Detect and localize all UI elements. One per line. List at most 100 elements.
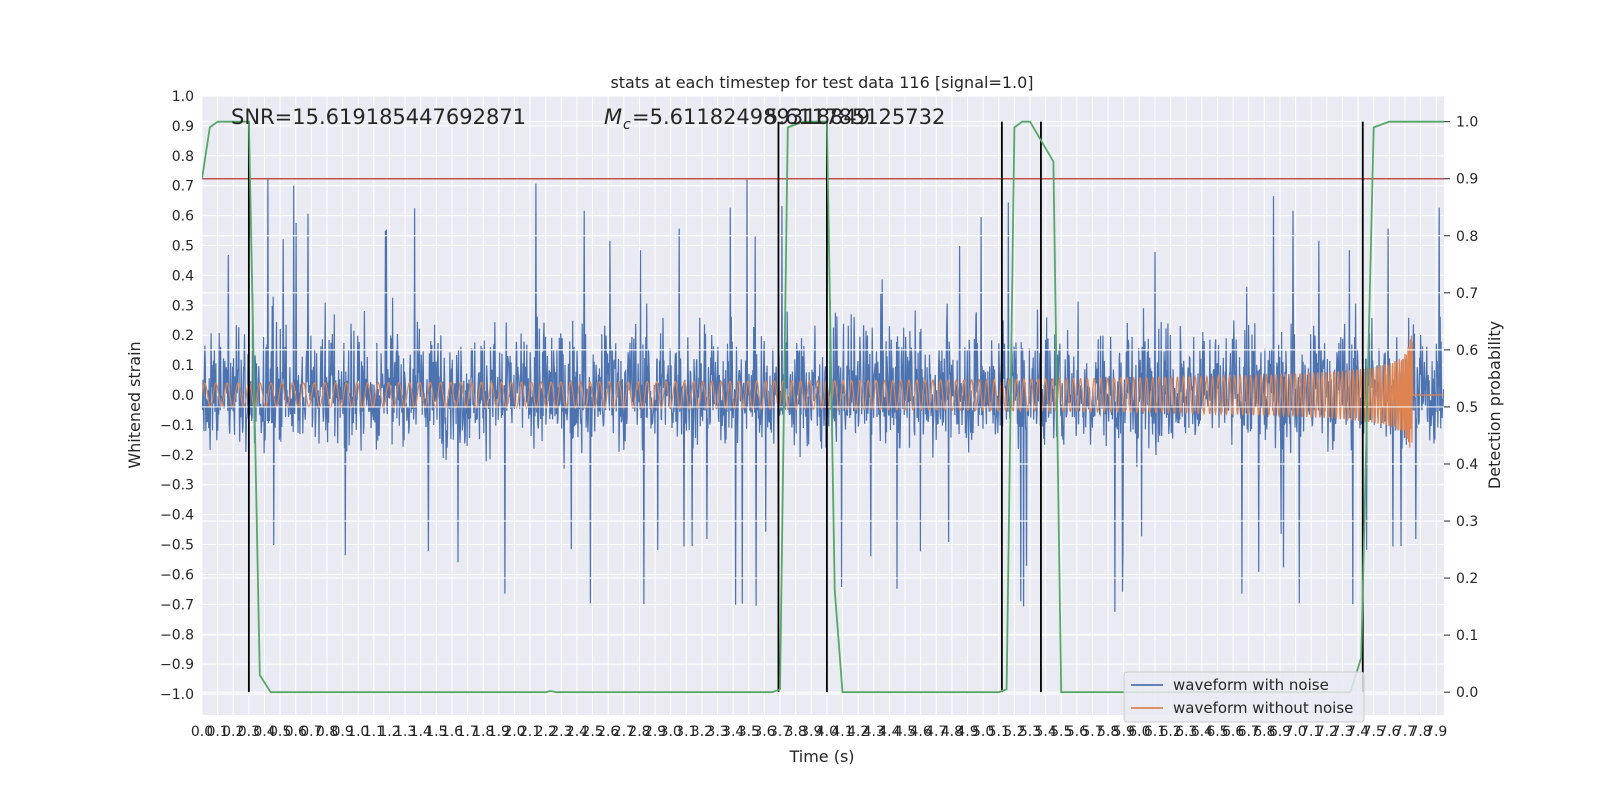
x-tick-label: 5.9 [1113,724,1135,740]
x-tick-label: 6.2 [1159,724,1181,740]
x-tick-label: 7.8 [1409,724,1431,740]
x-tick-label: 3.3 [706,724,728,740]
y-tick-label: −0.6 [160,567,194,583]
y-gridlines [202,95,1444,695]
y-tick-label: 0.5 [172,239,194,255]
y-right-tick-label: 0.4 [1456,457,1478,473]
series-waveform-without-noise [202,335,1444,448]
y-tick-label: −0.2 [160,448,194,464]
x-tick-label: 4.5 [894,724,916,740]
x-tick-label: 1.6 [441,724,463,740]
x-tick-label: 6.0 [1128,724,1150,740]
y-tick-label: 0.6 [172,209,194,225]
y-tick-label: −0.7 [160,597,194,613]
x-tick-label: 6.5 [1206,724,1228,740]
x-tick-label: 4.6 [910,724,932,740]
x-tick-label: 5.0 [972,724,994,740]
y-tick-label: 0.4 [172,268,194,284]
y-tick-label: −0.5 [160,538,194,554]
legend-box [1123,671,1365,723]
y-tick-label: 0.3 [172,298,194,314]
x-tick-label: 2.0 [503,724,525,740]
x-tick-label: 7.6 [1378,724,1400,740]
x-tick-label: 3.9 [800,724,822,740]
y-tick-label: 1.0 [172,89,194,105]
x-tick-label: 4.0 [816,724,838,740]
y-right-axis-label: Detection probability [1485,321,1504,489]
y-tick-label: −1.0 [160,687,194,703]
chart-title: stats at each timestep for test data 116… [610,73,1033,92]
x-tick-label: 5.4 [1034,724,1056,740]
x-tick-label: 7.5 [1363,724,1385,740]
x-tick-label: 3.1 [675,724,697,740]
x-tick-label: 4.3 [863,724,885,740]
x-tick-label: 1.3 [394,724,416,740]
y-tick-label: 0.0 [172,388,194,404]
mc-subscript: c [623,117,631,133]
x-tick-label: 3.2 [691,724,713,740]
y-axis-label: Whitened strain [125,341,144,468]
legend: waveform with noise waveform without noi… [1123,671,1365,723]
x-tick-label: 1.5 [425,724,447,740]
x-tick-label: 4.4 [878,724,900,740]
y-tick-label: 0.7 [172,179,194,195]
x-tick-label: 7.9 [1425,724,1447,740]
legend-label-noise: waveform with noise [1173,676,1329,694]
y-tick-label: −0.1 [160,418,194,434]
x-tick-label: 0.1 [206,724,228,740]
snr-annotation: SNR=15.619185447692871 [231,105,526,129]
x-tick-label: 1.9 [488,724,510,740]
legend-label-clean: waveform without noise [1173,699,1353,717]
mc-symbol: M [604,105,622,129]
x-tick-label: 2.8 [628,724,650,740]
y-right-tick-label: 1.0 [1456,115,1478,131]
y-tick-label: 0.2 [172,328,194,344]
x-tick-label: 4.1 [831,724,853,740]
x-tick-label: 5.5 [1050,724,1072,740]
x-tick-label: 6.1 [1144,724,1166,740]
x-tick-label: 0.0 [191,724,213,740]
x-tick-label: 6.7 [1238,724,1260,740]
y-right-tick-label: 0.5 [1456,400,1478,416]
x-tick-label: 7.4 [1347,724,1369,740]
x-tick-label: 5.7 [1081,724,1103,740]
x-tick-label: 6.3 [1175,724,1197,740]
x-tick-label: 0.8 [316,724,338,740]
x-tick-label: 3.4 [722,724,744,740]
y-right-tick-label: 0.9 [1456,172,1478,188]
x-tick-label: 3.0 [660,724,682,740]
x-tick-label: 2.2 [535,724,557,740]
y-right-tick-label: 0.3 [1456,514,1478,530]
y-tick-label: −0.8 [160,627,194,643]
x-tick-label: 0.5 [269,724,291,740]
x-tick-label: 0.2 [222,724,244,740]
x-tick-label: 2.7 [613,724,635,740]
x-tick-label: 2.6 [597,724,619,740]
y-right-tick-label: 0.8 [1456,229,1478,245]
y-tick-label: 0.1 [172,358,194,374]
x-tick-label: 2.3 [550,724,572,740]
x-tick-label: 2.9 [644,724,666,740]
x-tick-label: 1.7 [456,724,478,740]
y-tick-label: −0.3 [160,478,194,494]
x-tick-label: 2.1 [519,724,541,740]
x-tick-label: 1.8 [472,724,494,740]
x-tick-label: 1.0 [347,724,369,740]
y-right-tick-label: 0.0 [1456,685,1478,701]
x-tick-label: 3.8 [785,724,807,740]
x-tick-label: 1.4 [410,724,432,740]
x-tick-label: 0.6 [285,724,307,740]
x-tick-label: 3.7 [769,724,791,740]
x-tick-label: 7.0 [1284,724,1306,740]
x-tick-label: 0.7 [300,724,322,740]
y-right-tick-label: 0.2 [1456,571,1478,587]
x-tick-label: 1.2 [378,724,400,740]
x-tick-label: 5.2 [1003,724,1025,740]
x-axis-label: Time (s) [788,747,854,766]
mc-overlap-text: 5.611785125732 [765,105,945,129]
x-tick-label: 5.8 [1097,724,1119,740]
x-tick-label: 4.2 [847,724,869,740]
x-tick-label: 7.3 [1331,724,1353,740]
x-tick-label: 3.6 [753,724,775,740]
